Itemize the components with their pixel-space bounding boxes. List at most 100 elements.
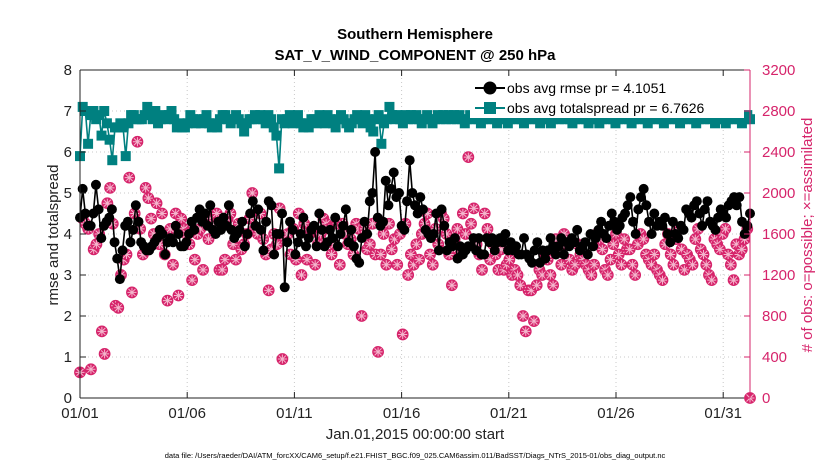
obs-assimilated-marker [565,255,575,265]
obs-assimilated-marker [403,270,413,280]
obs-assimilated-marker [264,285,274,295]
obs-assimilated-marker [91,239,101,249]
obs-count-point-26 [145,212,158,225]
rmse-point-247 [731,200,742,211]
obs-count-point-8 [95,325,108,338]
obs-count-point-187 [585,269,598,281]
obs-count-point-198 [615,258,628,271]
obs-assimilated-marker [297,270,307,280]
rmse-point-6 [90,179,101,190]
rmse-point-221 [662,229,673,239]
x-tick-label-3: 01/16 [383,405,421,422]
rmse-point-19 [125,237,136,248]
obs-count-point-148 [478,207,491,220]
obs-assimilated-marker [515,280,525,290]
obs-count-point-147 [476,263,488,276]
rmse-point-212 [638,183,649,194]
obs-assimilated-marker [690,234,700,244]
chart-title-line2: SAT_V_WIND_COMPONENT @ 250 hPa [274,47,556,64]
obs-count-point-14 [112,301,125,314]
totalspread-point-17 [120,151,131,162]
obs-assimilated-marker [389,234,399,244]
x-tick-label-2: 01/11 [276,405,312,422]
obs-assimilated-marker [384,219,394,229]
rmse-point-248 [734,192,745,203]
rmse-point-108 [362,229,373,239]
rmse-point-13 [109,237,120,248]
obs-assimilated-marker [463,152,473,162]
obs-assimilated-marker [548,280,558,290]
rmse-point-37 [173,229,184,239]
obs-assimilated-marker [258,234,268,244]
rmse-point-32 [160,249,171,260]
rmse-point-129 [417,204,428,215]
totalspread-point-69 [260,118,271,129]
obs-assimilated-marker [606,255,616,265]
obs-assimilated-marker [143,193,153,203]
rmse-point-160 [500,229,511,239]
obs-assimilated-marker [608,239,618,249]
obs-assimilated-marker [141,183,151,193]
rmse-point-118 [388,167,399,178]
obs-assimilated-marker [614,250,624,259]
rmse-point-18 [122,216,133,227]
axes: 01/01 01/06 01/11 01/16 01/21 01/26 01/31 0 1 2 3 4… [61,62,795,422]
rmse-point-73 [269,249,280,260]
rmse-point-206 [622,200,633,211]
rmse-point-116 [383,200,394,211]
y-right-tick-label-6: 2400 [762,144,795,161]
rmse-point-222 [665,237,676,248]
rmse-point-133 [428,229,439,239]
rmse-point-180 [553,241,564,252]
rmse-point-68 [255,224,266,235]
rmse-point-234 [697,220,708,231]
obs-count-point-25 [142,192,155,205]
obs-count-point-229 [700,258,713,271]
obs-assimilated-marker [146,214,156,224]
rmse-point-2 [80,208,91,219]
obs-assimilated-marker [154,239,164,249]
obs-assimilated-marker [217,265,227,275]
rmse-point-85 [300,241,311,252]
obs-assimilated-marker [701,260,711,270]
y-left-tick-label-6: 6 [64,144,72,161]
rmse-point-135 [433,245,444,256]
rmse-point-100 [340,204,351,215]
rmse-point-102 [346,224,357,235]
obs-assimilated-marker [480,209,490,218]
obs-assimilated-marker [302,255,312,265]
obs-count-point-41 [186,274,199,287]
obs-assimilated-marker [660,239,670,249]
obs-count-point-45 [197,263,209,276]
x-tick-label-6: 01/31 [704,405,742,422]
totalspread-point-95 [330,122,341,133]
obs-count-point-191 [596,243,609,256]
rmse-point-21 [130,200,141,211]
rmse-point-97 [332,241,343,252]
obs-count-point-52 [216,263,229,276]
obs-count-point-53 [219,253,231,266]
obs-assimilated-marker [740,234,750,244]
obs-assimilated-marker [348,250,358,259]
obs-count-point-95 [333,258,346,271]
obs-count-point-110 [374,248,387,261]
y-left-tick-label-3: 3 [64,267,72,284]
totalspread-point-18 [123,118,134,129]
totalspread-point-24 [139,110,150,121]
obs-assimilated-marker [266,244,276,254]
obs-count-point-239 [727,274,740,287]
obs-assimilated-marker [165,224,175,234]
obs-assimilated-marker [586,270,596,280]
obs-assimilated-marker [113,303,123,313]
rmse-point-210 [633,204,644,215]
obs-assimilated-marker [731,239,741,249]
obs-assimilated-marker [668,260,678,270]
obs-count-point-203 [629,269,642,281]
obs-assimilated-marker [657,275,667,285]
obs-assimilated-marker [556,260,566,270]
obs-assimilated-marker [253,229,263,239]
rmse-point-243 [721,212,732,223]
obs-count-point-116 [391,258,404,271]
obs-count-point-103 [355,310,368,322]
